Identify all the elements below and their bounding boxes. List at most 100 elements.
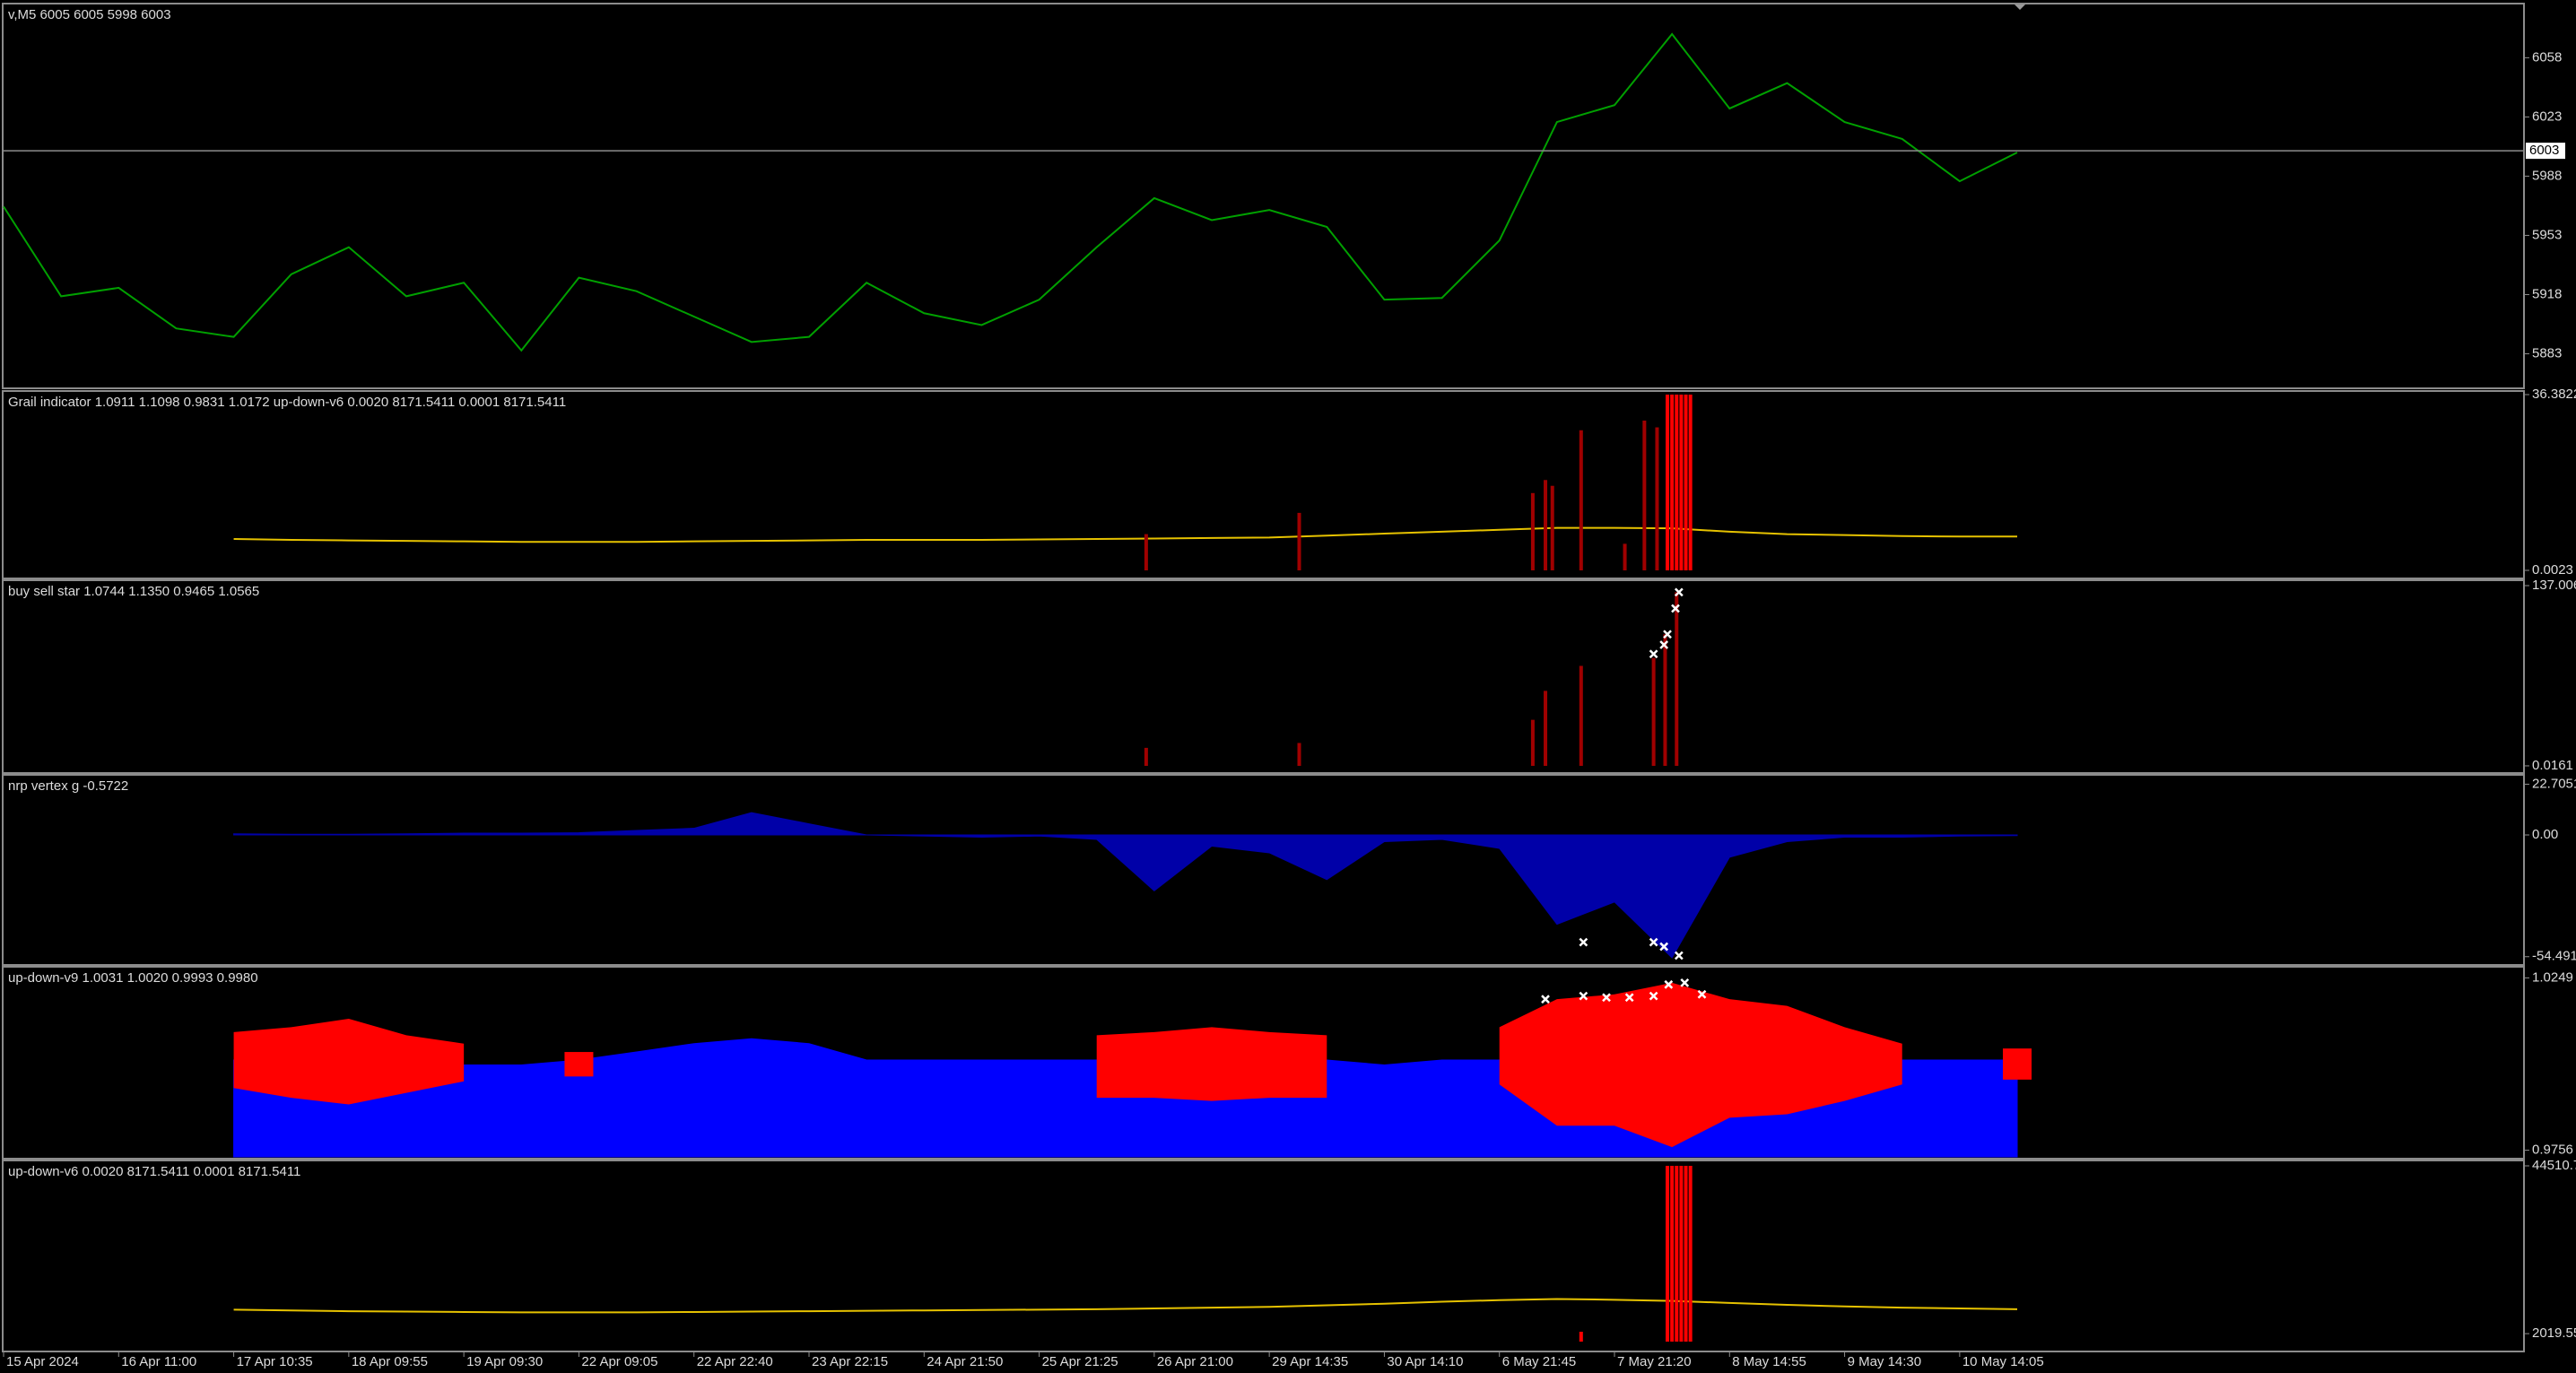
bar: [1297, 743, 1301, 766]
bar: [1544, 691, 1548, 766]
y-tick-label: -54.4918: [2532, 949, 2576, 964]
y-tick-label: 0.0161: [2532, 758, 2573, 773]
star-marker: [1663, 630, 1672, 639]
star-marker: [1659, 640, 1669, 649]
bar: [1579, 430, 1583, 570]
bar: [1530, 492, 1535, 570]
x-tick-label: 22 Apr 09:05: [581, 1354, 657, 1369]
y-tick-label: 5918: [2532, 286, 2562, 301]
x-tick-label: 30 Apr 14:10: [1387, 1354, 1463, 1369]
x-tick-label: 15 Apr 2024: [6, 1354, 79, 1369]
bar: [1679, 1166, 1684, 1342]
x-tick-label: 16 Apr 11:00: [121, 1354, 196, 1369]
shift-marker[interactable]: [2014, 4, 2026, 10]
pane-title: v,M5 6005 6005 5998 6003: [8, 7, 171, 22]
y-tick-label: 36.3822: [2532, 387, 2576, 402]
bar: [1663, 634, 1667, 766]
y-tick-label: 0.00: [2532, 827, 2558, 842]
bar: [1675, 592, 1679, 766]
star-marker: [1659, 942, 1669, 952]
x-tick-label: 18 Apr 09:55: [352, 1354, 428, 1369]
star-marker: [1664, 979, 1674, 989]
x-tick-label: 23 Apr 22:15: [812, 1354, 888, 1369]
x-tick-label: 6 May 21:45: [1502, 1354, 1577, 1369]
band: [1499, 982, 1902, 1148]
x-tick-label: 22 Apr 22:40: [697, 1354, 773, 1369]
star-marker: [1579, 937, 1588, 947]
y-tick-label: 137.006: [2532, 578, 2576, 593]
y-tick-label: 5988: [2532, 168, 2562, 183]
star-marker: [1624, 993, 1634, 1003]
bar: [1579, 1331, 1583, 1342]
pane-title: buy sell star 1.0744 1.1350 0.9465 1.056…: [8, 584, 259, 599]
x-tick-label: 19 Apr 09:30: [466, 1354, 543, 1369]
y-tick-label: 1.0249: [2532, 969, 2573, 985]
y-tick-label: 0.0023: [2532, 562, 2573, 578]
last-price-box: [2526, 143, 2565, 160]
pane-frame: [2, 390, 2525, 579]
pane-frame: [2, 3, 2525, 389]
bar: [1544, 480, 1548, 570]
band: [1096, 1027, 1327, 1101]
x-tick-label: 9 May 14:30: [1848, 1354, 1922, 1369]
pane-title: Grail indicator 1.0911 1.1098 0.9831 1.0…: [8, 395, 566, 410]
x-tick-label: 10 May 14:05: [1962, 1354, 2044, 1369]
pane-title: nrp vertex g -0.5722: [8, 778, 128, 794]
x-tick-label: 17 Apr 10:35: [237, 1354, 313, 1369]
star-marker: [1649, 991, 1658, 1001]
x-tick-label: 29 Apr 14:35: [1272, 1354, 1348, 1369]
star-marker: [1697, 989, 1707, 999]
x-tick-label: 26 Apr 21:00: [1157, 1354, 1233, 1369]
bar: [1684, 395, 1688, 570]
bar: [1530, 719, 1535, 766]
band: [564, 1052, 594, 1077]
bar: [1670, 395, 1675, 570]
bar: [1144, 747, 1148, 766]
x-tick-label: 24 Apr 21:50: [927, 1354, 1003, 1369]
y-tick-label: 2019.55: [2532, 1325, 2576, 1341]
band: [2003, 1048, 2032, 1080]
bar: [1666, 1166, 1670, 1342]
star-marker: [1649, 937, 1658, 947]
bar: [1675, 1166, 1679, 1342]
bar: [1297, 512, 1301, 570]
pane-frame: [2, 1160, 2525, 1352]
pane-frame: [2, 966, 2525, 1160]
y-tick-label: 5883: [2532, 345, 2562, 361]
series-line: [233, 1298, 2018, 1314]
pane-title: up-down-v6 0.0020 8171.5411 0.0001 8171.…: [8, 1164, 300, 1179]
x-tick-label: 8 May 14:55: [1732, 1354, 1806, 1369]
bar: [1642, 420, 1647, 570]
band: [233, 1019, 465, 1105]
last-price-label: 6003: [2529, 143, 2559, 158]
pane-title: up-down-v9 1.0031 1.0020 0.9993 0.9980: [8, 970, 258, 986]
bar: [1655, 427, 1659, 570]
bar: [1651, 657, 1656, 766]
y-tick-label: 44510.7: [2532, 1158, 2576, 1173]
bar: [1670, 1166, 1675, 1342]
star-marker: [1602, 993, 1611, 1003]
y-tick-label: 22.7051: [2532, 776, 2576, 791]
star-marker: [1649, 649, 1658, 659]
star-marker: [1674, 587, 1684, 597]
star-marker: [1680, 978, 1690, 987]
bar: [1579, 665, 1583, 766]
star-marker: [1579, 991, 1588, 1001]
star-marker: [1674, 951, 1684, 960]
bar: [1679, 395, 1684, 570]
bar: [1688, 1166, 1693, 1342]
pane-frame: [2, 579, 2525, 774]
pane-frame: [2, 774, 2525, 966]
bar: [1688, 395, 1693, 570]
bar: [1666, 395, 1670, 570]
bar: [1684, 1166, 1688, 1342]
y-tick-label: 0.9756: [2532, 1143, 2573, 1158]
y-tick-label: 5953: [2532, 227, 2562, 242]
y-tick-label: 6023: [2532, 109, 2562, 124]
x-tick-label: 25 Apr 21:25: [1042, 1354, 1118, 1369]
bar: [1550, 485, 1554, 570]
star-marker: [1541, 995, 1550, 1004]
